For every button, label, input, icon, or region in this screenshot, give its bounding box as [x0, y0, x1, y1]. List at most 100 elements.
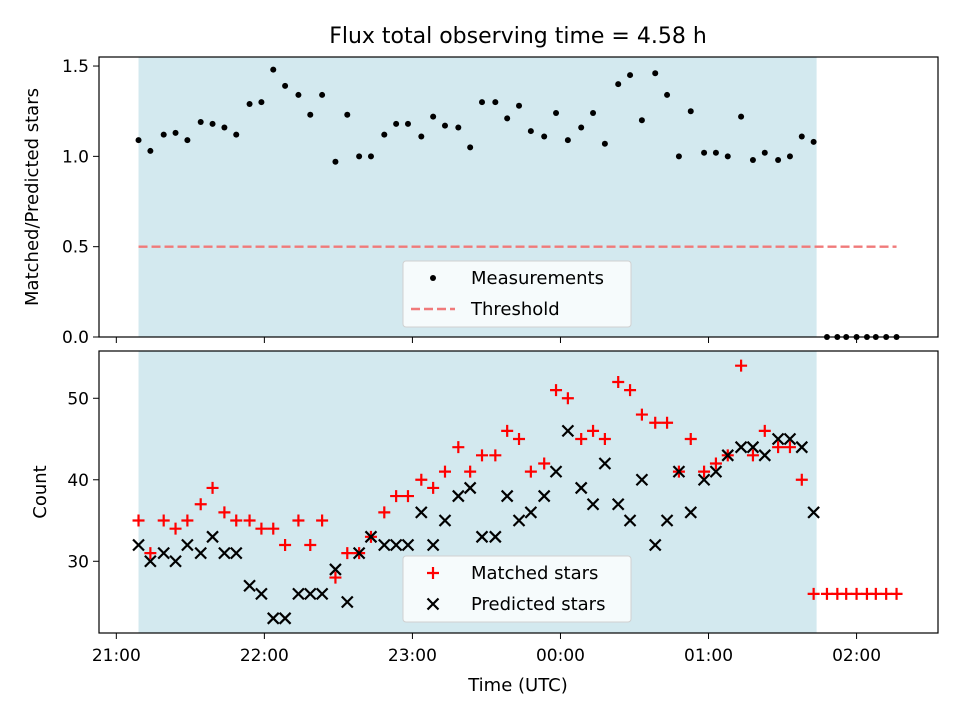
data-point — [869, 587, 882, 600]
data-point — [652, 70, 659, 77]
data-point — [524, 465, 537, 478]
data-point — [578, 124, 585, 131]
data-point — [615, 81, 622, 88]
data-point — [783, 441, 796, 454]
legend-label: Threshold — [470, 299, 560, 320]
data-point — [524, 506, 538, 519]
data-point — [267, 522, 280, 535]
data-point — [598, 457, 612, 470]
data-point — [758, 449, 772, 462]
data-point — [132, 538, 145, 552]
data-point — [880, 587, 893, 600]
data-point — [712, 149, 719, 156]
data-point — [664, 91, 671, 98]
data-point — [329, 563, 342, 576]
data-point — [684, 433, 697, 446]
y-tick-label-bottom: 40 — [67, 471, 89, 491]
data-point — [635, 408, 648, 421]
data-point — [295, 91, 302, 98]
data-point — [553, 110, 560, 116]
legend-marker — [427, 567, 439, 579]
data-point — [501, 424, 514, 437]
top-panel: 0.0 0.5 1.0 1.5 Matched/Predicted stars Measu… — [22, 56, 939, 348]
y-tick-label-top: 0.0 — [62, 328, 89, 348]
data-point — [316, 514, 329, 527]
data-point — [635, 473, 649, 487]
data-point — [144, 547, 157, 560]
data-point — [687, 108, 694, 115]
data-point — [590, 110, 597, 116]
data-point — [775, 156, 782, 163]
data-point — [746, 440, 760, 454]
x-tick-label: 02:00 — [832, 646, 881, 666]
data-point — [738, 113, 745, 120]
x-tick-label: 23:00 — [388, 646, 437, 666]
data-point — [527, 128, 534, 135]
data-point — [438, 514, 452, 527]
data-point — [160, 131, 167, 138]
data-point — [144, 554, 157, 568]
data-point — [807, 506, 820, 519]
data-point — [426, 538, 440, 552]
data-point — [675, 153, 682, 160]
data-point — [698, 465, 711, 478]
data-point — [455, 124, 462, 131]
legend-box — [402, 260, 632, 328]
data-point — [890, 587, 903, 600]
data-point — [820, 587, 833, 600]
data-point — [684, 506, 698, 519]
data-point — [430, 113, 437, 120]
data-point — [479, 99, 486, 106]
y-axis-label-bottom: Count — [30, 465, 51, 518]
data-point — [709, 457, 722, 470]
data-point — [574, 481, 588, 495]
data-point — [795, 440, 809, 454]
data-point — [709, 465, 723, 478]
data-point — [233, 131, 240, 138]
data-point — [401, 538, 415, 552]
data-point — [735, 359, 748, 372]
data-point — [246, 100, 253, 107]
data-point — [452, 441, 465, 454]
data-point — [415, 473, 428, 486]
data-point — [427, 481, 440, 494]
data-point — [206, 530, 219, 544]
data-point — [724, 153, 731, 160]
data-point — [492, 99, 499, 106]
data-point — [586, 497, 600, 511]
legend-label: Predicted stars — [471, 594, 605, 615]
data-point — [795, 473, 808, 486]
data-point — [364, 530, 378, 544]
data-point — [378, 506, 391, 519]
data-point — [415, 506, 428, 519]
data-point — [611, 497, 625, 511]
data-point — [798, 133, 805, 140]
legend-top: Measurements Threshold — [402, 260, 632, 328]
data-point — [476, 449, 489, 462]
data-point — [746, 449, 759, 462]
legend-label: Measurements — [471, 268, 604, 289]
data-point — [550, 384, 563, 397]
series-measurements — [135, 66, 900, 340]
data-point — [255, 587, 268, 601]
data-point — [218, 546, 231, 560]
x-axis-label: Time (UTC) — [467, 675, 568, 696]
data-point — [489, 449, 502, 462]
data-point — [840, 587, 853, 600]
data-point — [537, 489, 551, 503]
data-point — [807, 587, 820, 600]
x-tick-label: 01:00 — [684, 646, 733, 666]
axes-frame-bottom — [98, 350, 939, 634]
data-point — [538, 457, 551, 470]
data-point — [500, 489, 514, 503]
data-point — [549, 465, 563, 478]
legend-box — [402, 555, 632, 623]
y-tick-label-bottom: 30 — [67, 552, 89, 572]
data-point — [135, 137, 142, 144]
legend-marker — [430, 275, 436, 281]
data-point — [332, 158, 339, 165]
data-point — [697, 473, 711, 487]
data-point — [810, 138, 817, 145]
data-point — [489, 530, 502, 544]
